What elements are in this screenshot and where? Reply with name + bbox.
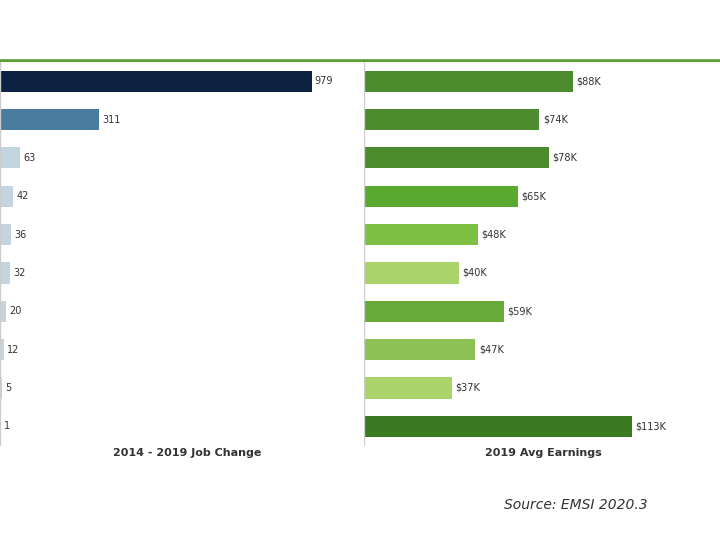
Bar [0, 339, 4, 360]
Text: $74K: $74K [543, 114, 568, 125]
Bar [364, 262, 459, 284]
Bar [364, 339, 475, 360]
Bar [364, 416, 632, 437]
Bar [0, 224, 12, 245]
Bar [364, 71, 572, 92]
Bar [364, 377, 451, 399]
Text: $88K: $88K [576, 76, 601, 86]
Text: $78K: $78K [552, 153, 577, 163]
Bar [0, 377, 1, 399]
Text: $47K: $47K [479, 345, 504, 355]
Bar [0, 71, 312, 92]
Text: 63: 63 [23, 153, 35, 163]
Bar [364, 109, 539, 130]
Text: $37K: $37K [455, 383, 480, 393]
Text: $59K: $59K [508, 306, 532, 316]
Text: 32: 32 [14, 268, 26, 278]
Bar [364, 301, 504, 322]
Bar [0, 186, 14, 207]
Bar [364, 186, 518, 207]
Text: 12: 12 [7, 345, 19, 355]
Bar [364, 224, 477, 245]
Text: 42: 42 [17, 191, 29, 201]
Text: 5: 5 [5, 383, 11, 393]
Text: $48K: $48K [481, 230, 506, 240]
Bar [0, 109, 99, 130]
Text: 311: 311 [102, 114, 120, 125]
Text: 20: 20 [9, 306, 22, 316]
Text: $65K: $65K [521, 191, 546, 201]
Text: 979: 979 [315, 76, 333, 86]
Text: Nash County Fastest Growing Clusters: Nash County Fastest Growing Clusters [11, 13, 720, 47]
Text: 1: 1 [4, 421, 9, 431]
Text: 36: 36 [14, 230, 27, 240]
Text: $113K: $113K [636, 421, 667, 431]
Bar [0, 147, 20, 168]
Text: $40K: $40K [462, 268, 487, 278]
Bar [364, 147, 549, 168]
Bar [0, 301, 6, 322]
Bar [0, 262, 10, 284]
Text: 2014 - 2019 Job Change: 2014 - 2019 Job Change [113, 448, 261, 458]
Text: 2019 Avg Earnings: 2019 Avg Earnings [485, 448, 602, 458]
Text: Source: EMSI 2020.3: Source: EMSI 2020.3 [504, 498, 647, 512]
